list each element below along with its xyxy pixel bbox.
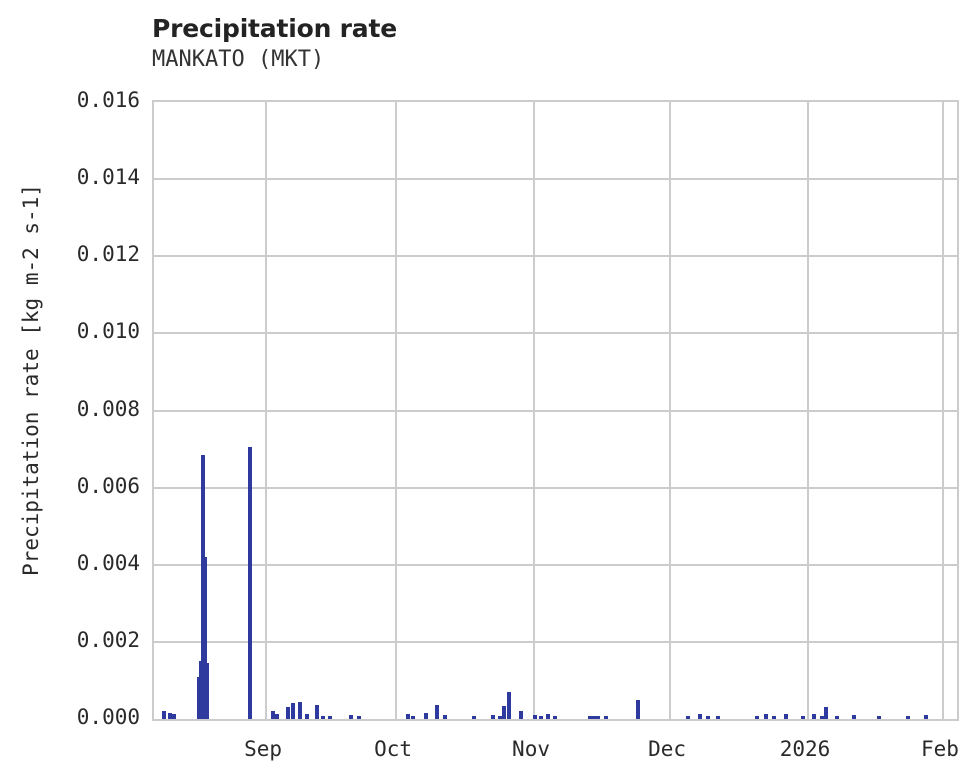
x-axis-tick-label: Nov [512, 737, 550, 761]
y-axis-tick-label: 0.010 [76, 319, 140, 344]
y-axis-tick-label: 0.000 [76, 705, 140, 729]
y-axis-tick-label: 0.008 [76, 396, 140, 421]
bar [203, 557, 207, 719]
bar [248, 447, 252, 719]
bar [472, 715, 476, 719]
chart-subtitle: MANKATO (MKT) [152, 47, 325, 72]
bar [588, 715, 592, 719]
bar [271, 711, 275, 719]
bar [424, 713, 428, 719]
bar [824, 706, 828, 719]
bar [755, 715, 759, 719]
x-axis-tick-label: Feb [921, 737, 959, 761]
bar [315, 705, 319, 719]
x-axis-tick-label: 2026 [779, 737, 831, 761]
bar [205, 663, 209, 719]
y-axis-tick-label: 0.006 [76, 473, 140, 498]
bar [172, 714, 176, 719]
bar [275, 714, 279, 719]
gridline-vertical [265, 102, 267, 719]
plot-area [152, 100, 959, 721]
bar [596, 715, 600, 719]
gridline-horizontal [154, 640, 957, 643]
plot-inner [154, 102, 957, 719]
bar [162, 710, 166, 719]
bar [539, 715, 543, 719]
bar [491, 715, 495, 719]
x-axis-tick-label: Sep [244, 737, 283, 761]
bar [835, 715, 839, 719]
x-axis-tick-labels: Sep Oct Nov Dec 2026 Feb [0, 736, 980, 766]
bar [435, 704, 439, 719]
bar [716, 715, 720, 719]
bar [321, 715, 325, 719]
bar [328, 715, 332, 719]
bar [305, 713, 309, 719]
bar [698, 714, 702, 719]
gridline-horizontal [154, 178, 957, 181]
bar [686, 715, 690, 719]
bar [349, 714, 353, 719]
bar [411, 715, 415, 719]
page-title: Precipitation rate [152, 14, 397, 43]
bar [604, 715, 608, 719]
bar [168, 712, 172, 719]
x-axis-tick-label: Oct [374, 737, 413, 761]
title-block: Precipitation rate MANKATO (MKT) [152, 14, 852, 74]
gridline-horizontal [154, 332, 957, 335]
gridline-horizontal [154, 486, 957, 489]
gridline-vertical [395, 102, 397, 719]
bar [592, 715, 596, 719]
y-axis-tick-label: 0.012 [76, 242, 140, 267]
bar [357, 715, 361, 719]
bar [498, 715, 502, 719]
bar [502, 706, 506, 719]
bar [852, 715, 856, 719]
y-axis-tick-label: 0.014 [76, 165, 140, 190]
y-axis-tick-label: 0.004 [76, 550, 140, 575]
y-axis-tick-label: 0.002 [76, 627, 140, 652]
gridline-horizontal [154, 409, 957, 412]
x-axis-tick-label: Dec [648, 737, 686, 761]
bar [877, 715, 881, 719]
gridline-vertical [533, 102, 535, 719]
bar [519, 710, 523, 719]
gridline-vertical [942, 102, 944, 719]
bar [801, 715, 805, 719]
y-axis-tick-labels: 0.016 0.014 0.012 0.010 0.008 0.006 0.004 0.002… [0, 0, 140, 780]
bar [553, 715, 557, 719]
gridline-horizontal [154, 563, 957, 566]
bar [764, 714, 768, 719]
bar [507, 692, 511, 719]
y-axis-tick-label: 0.016 [76, 88, 140, 112]
bar [286, 707, 290, 719]
bar [443, 715, 447, 719]
bar [820, 715, 824, 719]
bar [812, 714, 816, 719]
bar [636, 699, 640, 719]
bar [298, 701, 302, 719]
bar [291, 702, 295, 719]
bar [784, 714, 788, 719]
bar [924, 715, 928, 719]
gridline-horizontal [154, 255, 957, 258]
bar [546, 714, 550, 719]
gridline-vertical [807, 102, 809, 719]
bar [706, 715, 710, 719]
bar [533, 715, 537, 719]
gridline-vertical [669, 102, 671, 719]
bar [406, 714, 410, 719]
bar [906, 715, 910, 719]
bar [772, 715, 776, 719]
